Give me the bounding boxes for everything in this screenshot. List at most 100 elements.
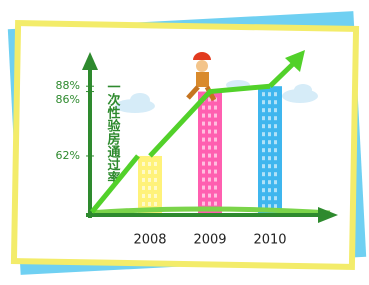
window (274, 92, 277, 96)
window (268, 140, 271, 144)
window (214, 146, 217, 150)
window (202, 106, 205, 110)
window (214, 154, 217, 158)
window (262, 100, 265, 104)
window (154, 202, 157, 206)
window (142, 170, 145, 174)
window (274, 108, 277, 112)
window (208, 202, 211, 206)
window (148, 186, 151, 190)
window (148, 178, 151, 182)
window (214, 130, 217, 134)
window (154, 178, 157, 182)
window (214, 170, 217, 174)
window (202, 170, 205, 174)
window (268, 188, 271, 192)
window (262, 124, 265, 128)
window (154, 186, 157, 190)
window (148, 194, 151, 198)
window (262, 172, 265, 176)
window (142, 178, 145, 182)
window (214, 162, 217, 166)
window (274, 164, 277, 168)
window (202, 154, 205, 158)
window (268, 148, 271, 152)
window (268, 92, 271, 96)
frame (14, 23, 356, 267)
window (268, 108, 271, 112)
window (274, 148, 277, 152)
window (154, 194, 157, 198)
window (202, 162, 205, 166)
window (262, 148, 265, 152)
window (274, 156, 277, 160)
window (262, 92, 265, 96)
window (274, 204, 277, 208)
window (214, 106, 217, 110)
window (202, 138, 205, 142)
x-tick-label: 2009 (193, 233, 226, 248)
window (268, 132, 271, 136)
window (274, 132, 277, 136)
window (208, 186, 211, 190)
window (208, 146, 211, 150)
window (214, 114, 217, 118)
window (208, 194, 211, 198)
window (202, 114, 205, 118)
y-tick-label: 88% (56, 79, 80, 92)
y-tick-label: 62% (56, 149, 80, 162)
window (208, 178, 211, 182)
window (274, 100, 277, 104)
window (202, 178, 205, 182)
window (268, 164, 271, 168)
x-tick-label: 2008 (133, 233, 166, 248)
window (274, 180, 277, 184)
window (142, 162, 145, 166)
chart: 一次性验房通过率 88%86% 62% 2008 2009 2010 (0, 0, 369, 281)
window (262, 188, 265, 192)
window (208, 138, 211, 142)
window (214, 194, 217, 198)
window (202, 186, 205, 190)
window (148, 202, 151, 206)
window (262, 116, 265, 120)
window (142, 186, 145, 190)
window (262, 180, 265, 184)
window (268, 124, 271, 128)
window (154, 170, 157, 174)
window (262, 156, 265, 160)
window (202, 194, 205, 198)
window (202, 130, 205, 134)
window (268, 172, 271, 176)
window (274, 196, 277, 200)
window (214, 178, 217, 182)
window (268, 156, 271, 160)
window (262, 132, 265, 136)
window (214, 122, 217, 126)
window (274, 140, 277, 144)
window (262, 140, 265, 144)
window (208, 106, 211, 110)
window (148, 170, 151, 174)
window (274, 116, 277, 120)
window (202, 122, 205, 126)
window (268, 196, 271, 200)
x-tick-label: 2010 (253, 233, 286, 248)
window (208, 114, 211, 118)
window (214, 202, 217, 206)
window (262, 196, 265, 200)
window (268, 180, 271, 184)
window (208, 162, 211, 166)
chart-title: 一次性验房通过率 (105, 80, 121, 185)
y-tick-label: 86% (56, 93, 80, 106)
window (208, 154, 211, 158)
window (202, 146, 205, 150)
window (208, 122, 211, 126)
window (142, 202, 145, 206)
window (208, 170, 211, 174)
window (214, 186, 217, 190)
window (268, 116, 271, 120)
window (142, 194, 145, 198)
window (274, 188, 277, 192)
page: {"chart_data":{"type":"bar","title":"一次性… (0, 0, 369, 281)
